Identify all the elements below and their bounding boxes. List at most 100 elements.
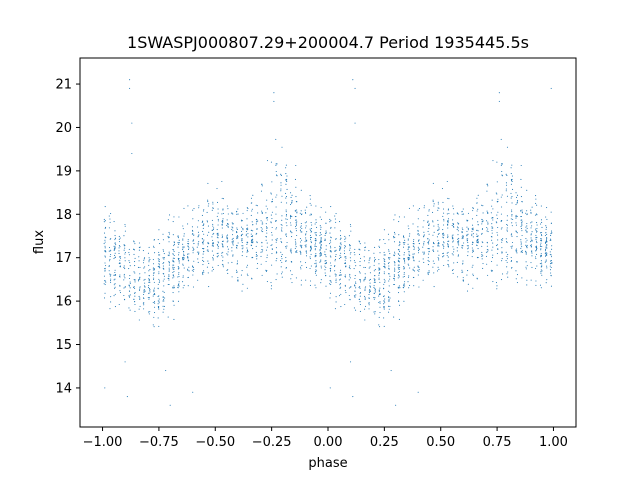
data-point bbox=[511, 225, 513, 227]
data-point bbox=[315, 264, 317, 266]
data-point bbox=[510, 234, 512, 236]
data-point bbox=[368, 304, 370, 306]
data-point bbox=[423, 205, 425, 207]
data-point bbox=[467, 251, 469, 253]
data-point bbox=[515, 270, 517, 272]
data-point bbox=[496, 253, 498, 255]
data-point bbox=[541, 245, 543, 248]
data-point bbox=[310, 213, 312, 215]
data-point bbox=[118, 241, 121, 243]
data-point bbox=[310, 240, 312, 242]
data-point bbox=[299, 226, 302, 228]
data-point bbox=[159, 242, 161, 245]
data-point bbox=[510, 192, 512, 194]
data-point bbox=[252, 256, 254, 259]
data-point bbox=[294, 210, 296, 212]
data-point bbox=[172, 300, 174, 302]
data-point bbox=[109, 279, 112, 282]
data-point bbox=[251, 208, 253, 210]
data-point bbox=[500, 228, 502, 230]
data-point bbox=[467, 229, 469, 231]
data-point bbox=[447, 224, 449, 226]
data-point bbox=[157, 295, 159, 298]
data-point bbox=[379, 252, 381, 254]
data-point bbox=[348, 279, 350, 281]
data-point bbox=[338, 257, 341, 260]
data-point bbox=[536, 222, 538, 224]
data-point bbox=[329, 387, 331, 389]
data-point bbox=[486, 210, 488, 212]
data-point bbox=[550, 263, 552, 265]
data-point bbox=[124, 361, 126, 363]
data-point bbox=[378, 289, 380, 291]
data-point bbox=[222, 222, 224, 224]
data-point bbox=[345, 256, 347, 258]
data-point bbox=[383, 229, 385, 231]
data-point bbox=[285, 260, 287, 263]
data-point bbox=[417, 229, 419, 231]
data-point bbox=[490, 269, 492, 271]
data-point bbox=[516, 232, 518, 234]
data-point bbox=[438, 242, 440, 244]
data-point bbox=[536, 228, 538, 230]
data-point bbox=[340, 286, 342, 288]
data-point bbox=[124, 245, 126, 247]
data-point bbox=[305, 252, 308, 254]
data-point bbox=[114, 287, 116, 289]
data-point bbox=[261, 251, 263, 253]
data-point bbox=[294, 209, 296, 211]
data-point bbox=[427, 271, 429, 273]
data-point bbox=[389, 257, 391, 259]
data-point bbox=[300, 222, 302, 225]
data-point bbox=[104, 269, 106, 271]
data-point bbox=[452, 272, 454, 275]
data-point bbox=[110, 281, 112, 283]
data-point bbox=[178, 252, 180, 254]
data-point bbox=[462, 280, 464, 282]
data-point bbox=[178, 258, 180, 261]
data-point bbox=[305, 233, 307, 235]
data-point bbox=[506, 223, 508, 226]
data-point bbox=[153, 281, 155, 283]
data-point bbox=[198, 207, 200, 209]
data-point bbox=[226, 246, 229, 248]
data-point bbox=[334, 265, 336, 267]
data-point bbox=[397, 271, 399, 274]
data-point bbox=[304, 241, 306, 243]
data-point bbox=[330, 247, 332, 249]
data-point bbox=[546, 279, 548, 281]
data-point bbox=[412, 276, 414, 279]
x-tick-label: 1.00 bbox=[539, 435, 568, 450]
data-point bbox=[108, 215, 110, 217]
data-point bbox=[104, 280, 106, 282]
data-point bbox=[364, 289, 366, 291]
data-point bbox=[236, 238, 238, 240]
data-point bbox=[417, 233, 419, 235]
data-point bbox=[241, 248, 243, 250]
data-point bbox=[526, 225, 528, 227]
data-point bbox=[551, 261, 553, 263]
data-point bbox=[315, 205, 317, 207]
data-point bbox=[183, 284, 185, 287]
data-point bbox=[433, 286, 435, 288]
data-point bbox=[236, 247, 238, 249]
data-point bbox=[546, 207, 548, 209]
data-point bbox=[169, 404, 171, 406]
data-point bbox=[137, 280, 140, 282]
data-point bbox=[461, 269, 463, 271]
data-point bbox=[393, 231, 396, 234]
data-point bbox=[550, 234, 552, 236]
data-point bbox=[457, 230, 459, 232]
data-point bbox=[329, 292, 332, 294]
data-point bbox=[521, 209, 523, 211]
data-point bbox=[404, 281, 406, 283]
data-point bbox=[157, 239, 159, 241]
data-point bbox=[540, 205, 542, 207]
data-point bbox=[286, 225, 288, 227]
data-point bbox=[320, 259, 322, 261]
data-point bbox=[108, 250, 110, 252]
data-point bbox=[104, 245, 106, 247]
data-point bbox=[129, 265, 131, 267]
data-point bbox=[384, 281, 386, 283]
data-point bbox=[388, 311, 390, 313]
